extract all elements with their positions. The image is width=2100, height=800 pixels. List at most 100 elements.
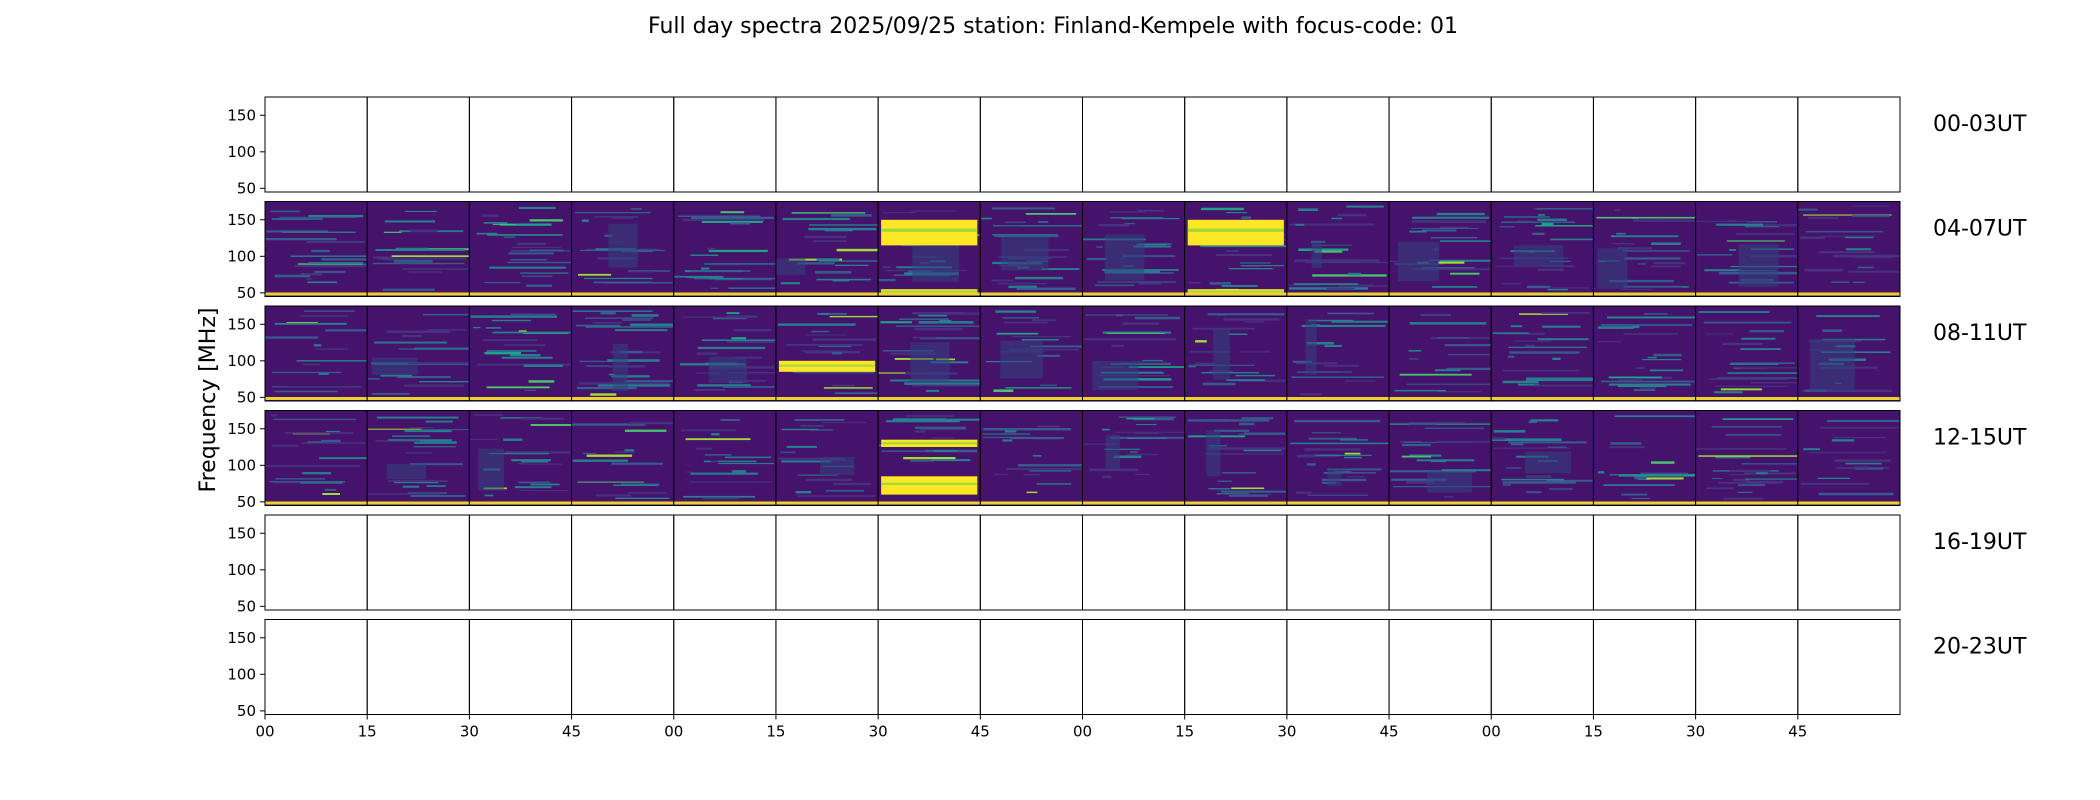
spectra-panel (1797, 410, 1901, 506)
interference-line (275, 478, 326, 480)
interference-line (812, 338, 877, 341)
broadband-block (1092, 361, 1139, 391)
interference-line (593, 281, 652, 284)
panel-frame (1797, 201, 1901, 297)
interference-line (818, 345, 852, 347)
interference-line (690, 270, 751, 272)
interference-line (707, 247, 716, 251)
calibration-stripe (1082, 501, 1185, 505)
spectra-panel (1388, 410, 1492, 506)
emission-band-detail (778, 364, 876, 367)
interference-line (1696, 448, 1787, 450)
spectra-panel (1490, 619, 1594, 715)
spectra-panel (775, 410, 879, 506)
emission-band (1187, 219, 1284, 246)
panel-frame (1797, 305, 1901, 402)
spectra-panel (979, 305, 1083, 402)
interference-line (1537, 218, 1567, 221)
interference-line (290, 255, 368, 257)
broadband-block (1206, 430, 1221, 477)
interference-line (1037, 221, 1049, 223)
interference-line (1853, 281, 1865, 283)
panel-frame (571, 514, 675, 611)
broadband-block (910, 342, 950, 383)
interference-line (1139, 282, 1162, 285)
interference-line (797, 262, 835, 265)
interference-line (510, 259, 547, 261)
calibration-stripe (1593, 397, 1696, 400)
interference-line (724, 456, 772, 459)
interference-line (512, 246, 561, 248)
interference-line (1411, 268, 1491, 271)
interference-line (404, 210, 437, 212)
calibration-stripe (775, 397, 879, 400)
interference-line (1650, 369, 1684, 372)
interference-line (690, 254, 719, 256)
interference-line (1631, 325, 1640, 329)
interference-line (1345, 380, 1376, 382)
panel-frame (1082, 619, 1186, 715)
interference-line (801, 350, 848, 352)
interference-line (700, 267, 710, 270)
interference-line (1338, 213, 1367, 217)
panel-frame (1797, 619, 1901, 715)
interference-line (1136, 424, 1157, 425)
interference-line (302, 363, 320, 366)
interference-line (905, 415, 955, 417)
spectra-panel (1082, 201, 1186, 297)
panel-frame (979, 514, 1083, 611)
interference-line (1831, 281, 1850, 283)
spectrum-background (1184, 306, 1287, 401)
interference-line (1394, 389, 1446, 392)
interference-line (630, 323, 674, 327)
x-tick-label: 45 (971, 723, 990, 741)
interference-line (1109, 211, 1146, 213)
interference-line (733, 329, 772, 332)
spectra-panel (775, 305, 879, 402)
interference-line (1609, 446, 1645, 449)
interference-line (1642, 359, 1682, 361)
calibration-stripe (265, 292, 368, 296)
row-time-label: 20-23UT (1933, 635, 2027, 660)
interference-line (630, 271, 653, 273)
interference-line (1423, 267, 1475, 269)
panel-frame (877, 514, 981, 611)
panel-frame (1388, 96, 1492, 193)
interference-line (1491, 437, 1505, 440)
row-time-label: 00-03UT (1933, 112, 2027, 137)
calibration-stripe (367, 501, 470, 505)
interference-line (1435, 421, 1466, 423)
interference-line (1622, 250, 1690, 252)
interference-line (777, 323, 856, 326)
interference-line (993, 389, 1014, 392)
interference-line (1537, 268, 1564, 271)
interference-line (1241, 417, 1274, 420)
y-tick-label: 50 (237, 597, 256, 615)
interference-line (367, 428, 423, 430)
interference-line (1708, 378, 1788, 380)
interference-line (993, 225, 1083, 227)
calibration-stripe (265, 501, 368, 505)
spectrum-background (469, 201, 572, 297)
spectra-panel (1490, 96, 1594, 193)
interference-line (322, 493, 340, 495)
panel-frame (1286, 619, 1390, 715)
interference-line (1347, 476, 1365, 478)
interference-line (1651, 461, 1675, 464)
interference-line (1696, 254, 1733, 256)
panel-frame (1286, 96, 1390, 193)
interference-line (1735, 233, 1795, 235)
interference-line (1514, 340, 1551, 342)
interference-line (1135, 473, 1150, 475)
spectra-panel (571, 514, 675, 611)
panel-frame (1184, 619, 1288, 715)
interference-line (1733, 478, 1750, 482)
interference-line (1239, 422, 1255, 426)
interference-line (492, 223, 517, 225)
interference-line (1023, 473, 1040, 476)
interference-line (1122, 255, 1176, 257)
emission-band-detail (1187, 228, 1284, 232)
interference-line (1528, 420, 1538, 424)
interference-line (997, 282, 1047, 285)
interference-line (1502, 380, 1539, 384)
